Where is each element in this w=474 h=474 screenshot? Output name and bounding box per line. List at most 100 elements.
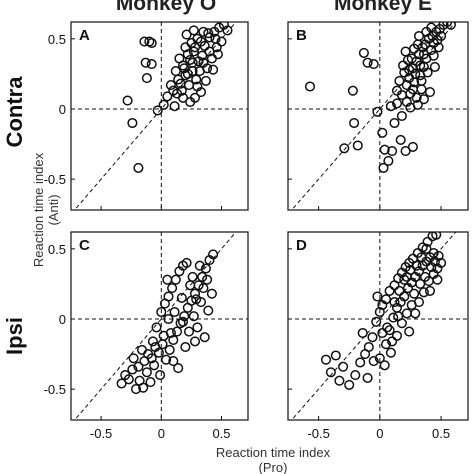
data-point — [189, 336, 201, 347]
data-point — [438, 22, 449, 30]
data-point — [216, 36, 227, 47]
data-point — [404, 326, 415, 337]
data-point — [140, 57, 151, 68]
data-point — [391, 85, 403, 96]
data-point — [418, 94, 429, 105]
data-point — [146, 37, 157, 49]
data-point — [167, 283, 178, 294]
data-point — [176, 292, 187, 303]
data-point — [387, 336, 398, 347]
panel-c: C -0.5 0 0.5 -0.5 0 0.5 — [44, 231, 249, 441]
data-point — [158, 99, 169, 110]
data-point — [338, 361, 349, 372]
identity-line — [73, 232, 237, 420]
data-point — [413, 297, 425, 308]
data-point — [180, 42, 191, 53]
data-point — [153, 347, 164, 358]
panel-frame — [70, 231, 249, 421]
data-point — [191, 74, 202, 85]
panel-letter: C — [79, 237, 90, 254]
data-point — [378, 162, 389, 173]
data-point — [429, 61, 440, 72]
data-point — [330, 350, 341, 361]
data-point — [384, 285, 395, 296]
data-point — [412, 39, 423, 50]
data-point — [169, 306, 180, 318]
data-point — [181, 257, 192, 268]
panel-frame — [70, 21, 249, 211]
x-axis-label-line-2: (Pro) — [259, 460, 288, 474]
data-point — [181, 29, 192, 40]
data-point — [146, 59, 157, 70]
data-point — [357, 327, 368, 339]
data-point — [320, 354, 332, 365]
y-tick-label: 0 — [59, 312, 66, 327]
data-point — [189, 288, 201, 299]
data-point — [161, 354, 172, 365]
data-point — [368, 59, 379, 70]
data-point — [349, 117, 360, 129]
data-point — [367, 332, 378, 343]
x-axis-label-line-1: Reaction time index — [216, 445, 331, 460]
data-point — [389, 117, 400, 129]
data-point — [391, 98, 403, 109]
data-point — [410, 68, 421, 79]
data-point — [436, 30, 447, 42]
data-point — [385, 347, 396, 358]
data-point — [170, 274, 181, 285]
data-point — [123, 374, 134, 385]
data-point — [436, 257, 447, 268]
data-point — [409, 288, 420, 299]
data-point — [400, 146, 411, 157]
data-point — [156, 306, 167, 318]
data-point — [203, 305, 214, 316]
data-point — [197, 50, 208, 61]
data-point — [416, 75, 427, 86]
data-point — [411, 260, 422, 271]
data-point — [171, 326, 183, 337]
data-point — [394, 285, 405, 296]
data-point — [377, 299, 388, 311]
data-point — [198, 57, 209, 68]
data-point — [162, 91, 173, 102]
data-point — [133, 162, 144, 173]
x-tick-label: 0 — [376, 426, 383, 441]
y-tick-label: -0.5 — [44, 172, 66, 187]
data-point — [141, 73, 152, 84]
data-point — [362, 372, 373, 383]
data-point — [182, 49, 193, 60]
data-point — [400, 46, 411, 57]
data-point — [424, 285, 436, 296]
data-point — [127, 117, 138, 129]
data-point — [185, 54, 196, 65]
data-point — [410, 308, 421, 319]
data-point — [416, 84, 427, 95]
data-point — [352, 140, 363, 151]
data-point — [145, 377, 156, 388]
data-point — [372, 106, 383, 117]
data-point — [155, 370, 166, 381]
data-point — [182, 68, 193, 79]
data-point — [175, 78, 186, 89]
data-point — [415, 278, 426, 289]
data-point — [399, 67, 410, 78]
y-axis-label-line-2: (Anti) — [46, 194, 61, 225]
data-point — [187, 57, 198, 68]
data-point — [418, 49, 429, 60]
data-point — [421, 243, 432, 254]
data-point — [128, 353, 139, 364]
data-point — [371, 316, 382, 327]
data-point — [401, 271, 412, 282]
data-point — [422, 236, 433, 247]
panel-letter: D — [296, 237, 307, 254]
data-point — [396, 110, 407, 122]
data-point — [407, 84, 418, 95]
x-tick-label: 0 — [158, 426, 165, 441]
identity-line — [73, 22, 237, 210]
data-point — [210, 33, 221, 44]
y-tick-label: 0.5 — [48, 242, 66, 257]
data-point — [389, 297, 400, 308]
y-tick-label: -0.5 — [44, 382, 66, 397]
data-point — [202, 274, 213, 285]
data-point — [339, 143, 350, 154]
